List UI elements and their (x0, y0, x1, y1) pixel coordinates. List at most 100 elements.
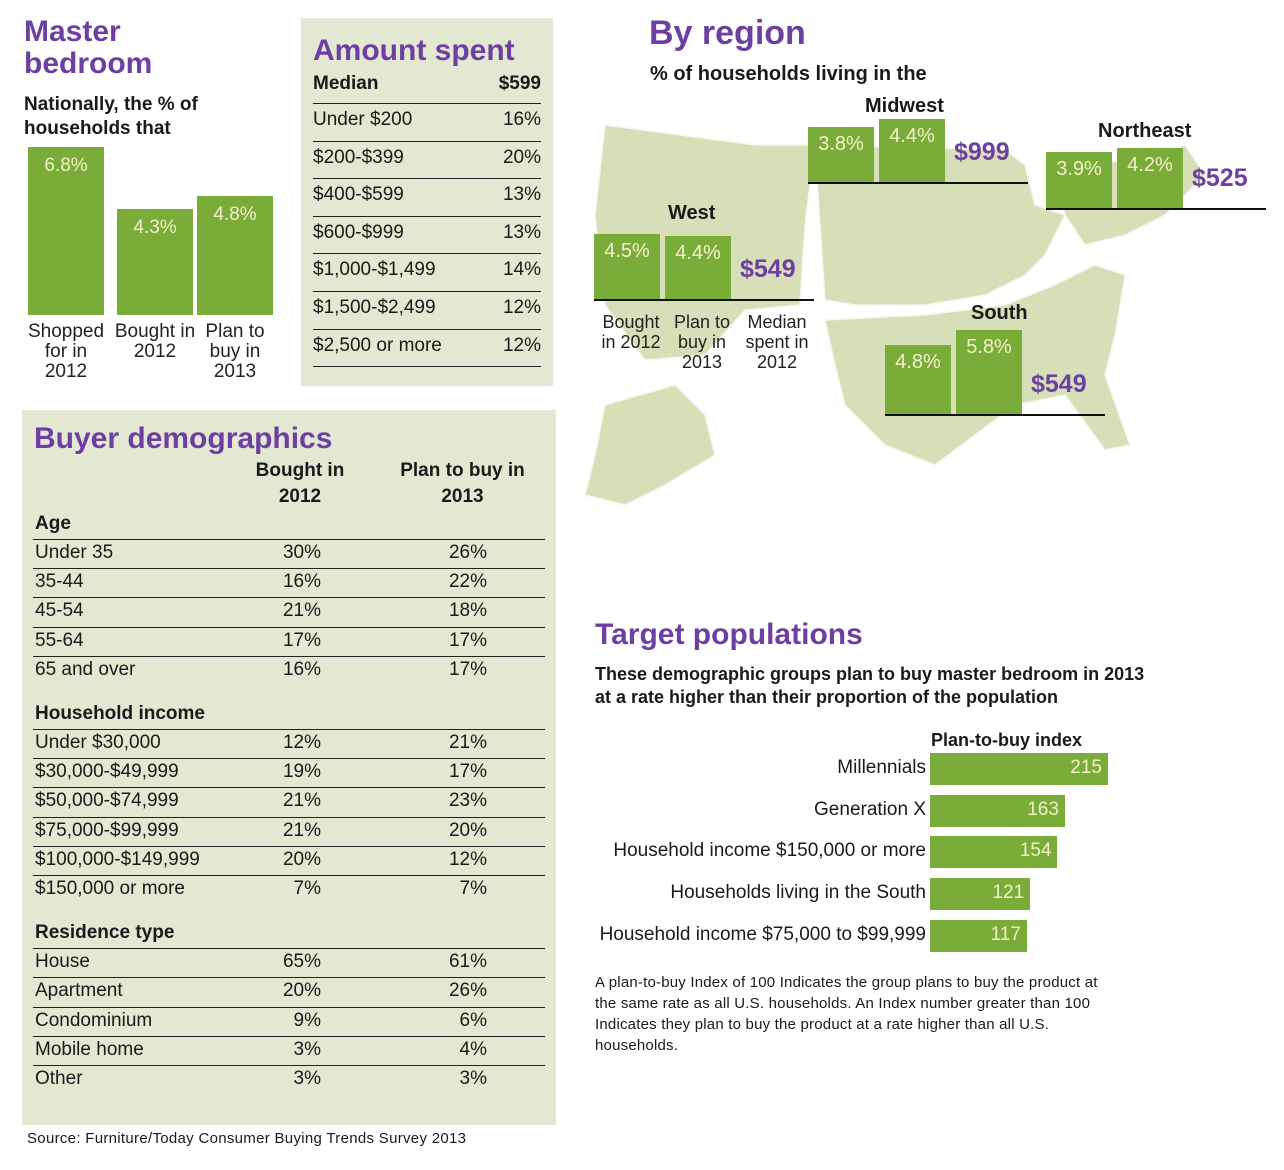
table-row: Condominium 9% 6% (33, 1006, 545, 1036)
bar-plan: 5.8% (956, 330, 1022, 414)
median-label: Median (313, 73, 379, 94)
plan-value: 4% (459, 1038, 487, 1060)
median-spent-value: $549 (740, 255, 796, 283)
row-label: Apartment (35, 980, 123, 1002)
amount-share: 13% (502, 184, 541, 206)
plan-value: 17% (448, 629, 487, 651)
table-row: Under $30,000 12% 21% (33, 729, 545, 758)
bar: 4.3% (117, 208, 193, 315)
amount-share: 14% (502, 259, 541, 281)
col-bought-header: Bought in 2012 (255, 460, 345, 507)
bought-value: 20% (282, 980, 321, 1002)
amount-range: Under $200 (313, 109, 413, 130)
amount-range: $600-$999 (313, 221, 404, 243)
table-row: 35-44 16% 22% (33, 568, 545, 597)
title-line-1: Master (24, 15, 121, 48)
median-value: $599 (498, 73, 541, 94)
table-row: 55-64 17% 17% (33, 626, 545, 656)
region-name-south: South (971, 302, 1028, 324)
plan-value: 20% (448, 819, 487, 841)
amount-row: $600-$999 13% (313, 215, 541, 254)
median-spent-value: $999 (954, 138, 1010, 166)
table-row: $75,000-$99,999 21% 20% (33, 816, 545, 846)
row-label: 65 and over (35, 658, 136, 680)
amount-range: $1,500-$2,499 (313, 297, 436, 318)
median-row: Median $599 (313, 68, 541, 106)
bought-value: 3% (293, 1038, 321, 1060)
plan-value: 61% (448, 951, 487, 973)
plan-value: 17% (448, 761, 487, 783)
bar-plan: 4.4% (665, 235, 731, 299)
bar-bought: 4.5% (594, 234, 660, 299)
category-label: Generation X (814, 798, 926, 820)
row-label: $75,000-$99,999 (35, 819, 179, 841)
amount-share: 20% (502, 146, 541, 168)
amount-range: $200-$399 (313, 146, 404, 168)
buyer-demographics-panel (22, 410, 556, 1125)
by-region-subtitle: % of households living in the (650, 63, 927, 85)
plan-value: 26% (448, 980, 487, 1002)
bar-plan: 4.2% (1117, 147, 1183, 208)
row-label: $50,000-$74,999 (35, 790, 179, 812)
baseline-rule (885, 414, 1105, 416)
bought-value: 16% (282, 571, 321, 593)
bought-value: 12% (282, 732, 321, 753)
bought-value: 9% (293, 1009, 321, 1031)
region-name-west: West (668, 202, 716, 224)
amount-row: $200-$399 20% (313, 140, 541, 179)
row-label: $150,000 or more (35, 878, 185, 899)
index-bar: 154 (930, 836, 1058, 869)
table-row: $150,000 or more 7% 7% (33, 875, 545, 904)
row-label: Other (35, 1068, 83, 1089)
amount-row: $400-$599 13% (313, 178, 541, 216)
master-bedroom-subtitle: Nationally, the % of households that (24, 94, 198, 139)
amount-row: $1,000-$1,499 14% (313, 253, 541, 291)
index-explanation: A plan-to-buy Index of 100 Indicates the… (595, 974, 1098, 1054)
bought-value: 30% (282, 542, 321, 563)
row-label: $100,000-$149,999 (35, 848, 200, 870)
plan-value: 17% (448, 658, 487, 680)
bar: 4.8% (197, 196, 273, 315)
row-label: 45-54 (35, 600, 84, 622)
region-name-midwest: Midwest (865, 95, 944, 117)
index-bar: 215 (930, 753, 1108, 785)
by-region-title: By region (649, 14, 806, 52)
baseline-rule (1046, 208, 1266, 210)
table-row: Under 35 30% 26% (33, 539, 545, 568)
index-bar: 121 (930, 878, 1031, 911)
amount-row: $1,500-$2,499 12% (313, 291, 541, 329)
baseline-rule (594, 299, 814, 301)
amount-share: 13% (502, 221, 541, 243)
category-label: Household income $150,000 or more (613, 840, 926, 862)
amount-share: 12% (502, 297, 541, 318)
plan-value: 22% (448, 571, 487, 593)
plan-value: 18% (448, 600, 487, 622)
table-row: Apartment 20% 26% (33, 977, 545, 1006)
bar-category-label: Plan to buy in 2013 (205, 321, 265, 382)
table-row: Mobile home 3% 4% (33, 1035, 545, 1065)
bar-category-label: Bought in 2012 (114, 321, 196, 362)
index-bar: 163 (930, 794, 1065, 827)
bar: 6.8% (28, 147, 104, 315)
amount-share: 12% (502, 334, 541, 356)
source-note: Source: Furniture/Today Consumer Buying … (27, 1130, 467, 1147)
index-bar: 117 (930, 919, 1027, 952)
col-plan-header: Plan to buy in 2013 (400, 460, 525, 507)
plan-value: 23% (448, 790, 487, 812)
section-header: Household income (35, 703, 205, 724)
master-bedroom-title: Master bedroom (24, 16, 152, 80)
bar-bought: 3.9% (1046, 151, 1112, 208)
table-bottom-rule (313, 366, 541, 367)
section-header: Residence type (35, 922, 175, 944)
table-row: 45-54 21% 18% (33, 597, 545, 626)
plan-value: 6% (459, 1009, 487, 1031)
plan-value: 12% (448, 848, 487, 870)
row-label: House (35, 951, 90, 973)
legend-plan: Plan to buy in 2013 (673, 312, 731, 372)
bar-bought: 3.8% (808, 127, 874, 182)
section-header: Age (35, 513, 71, 534)
median-spent-value: $525 (1192, 164, 1248, 192)
target-populations-title: Target populations (595, 618, 863, 651)
table-row: House 65% 61% (33, 948, 545, 977)
row-label: Under $30,000 (35, 732, 161, 753)
